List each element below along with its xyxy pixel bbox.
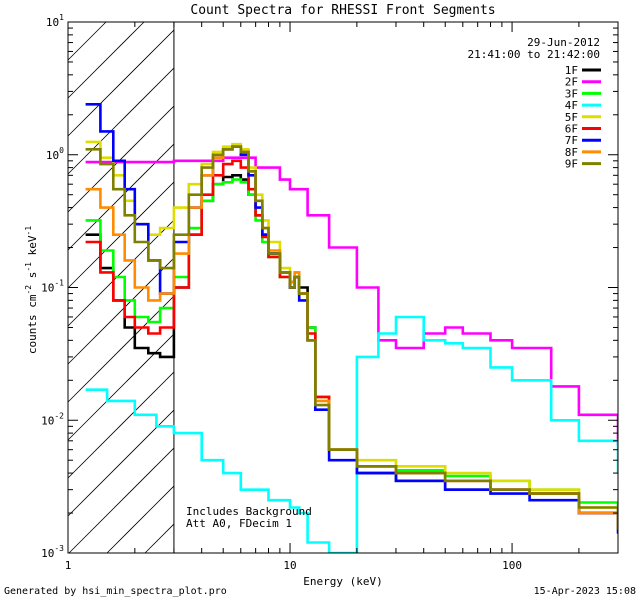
legend-label-9F: 9F bbox=[565, 158, 578, 171]
series-line-3F bbox=[85, 178, 618, 530]
hatch-line bbox=[67, 67, 175, 175]
legend-label-8F: 8F bbox=[565, 146, 578, 159]
series-layer bbox=[85, 103, 618, 553]
hatch-line bbox=[67, 409, 175, 517]
y-label-sup-s: -1 bbox=[24, 262, 33, 272]
y-tick-label: 10-2 bbox=[41, 411, 64, 427]
y-axis-label: counts cm-2 s-1 keV-1 bbox=[24, 226, 39, 354]
hatched-region bbox=[67, 21, 175, 554]
y-label-unit: keV bbox=[26, 235, 39, 262]
hatch-line bbox=[67, 219, 175, 327]
annotation-background: Includes Background bbox=[186, 505, 312, 518]
legend-label-7F: 7F bbox=[565, 134, 578, 147]
hatch-line bbox=[67, 295, 175, 403]
hatch-line bbox=[67, 21, 145, 99]
hatch-line bbox=[67, 371, 175, 479]
series-line-4F bbox=[85, 315, 618, 553]
hatch-line bbox=[67, 29, 175, 137]
hatch-line bbox=[67, 333, 175, 441]
legend-label-1F: 1F bbox=[565, 64, 578, 77]
x-tick-label: 1 bbox=[65, 559, 72, 572]
y-tick-label: 101 bbox=[46, 13, 64, 29]
plot-frame bbox=[67, 21, 619, 554]
date-label: 29-Jun-2012 bbox=[527, 36, 600, 49]
series-line-2F bbox=[85, 156, 618, 446]
hatch-line bbox=[67, 105, 175, 213]
chart-title: Count Spectra for RHESSI Front Segments bbox=[190, 3, 495, 18]
legend-label-4F: 4F bbox=[565, 99, 578, 112]
y-label-base: counts cm bbox=[26, 294, 39, 354]
series-line-9F bbox=[85, 145, 618, 530]
y-tick-label: 100 bbox=[46, 146, 64, 162]
x-tick-label: 10 bbox=[283, 559, 296, 572]
series-line-6F bbox=[85, 159, 618, 530]
legend-label-3F: 3F bbox=[565, 87, 578, 100]
y-label-sup-kev: -1 bbox=[24, 226, 33, 236]
y-label-sup-cm: -2 bbox=[24, 285, 33, 295]
x-tick-label: 100 bbox=[502, 559, 522, 572]
annotation-attenuator: Att A0, FDecim 1 bbox=[186, 517, 292, 530]
series-line-7F bbox=[85, 103, 618, 534]
legend-label-2F: 2F bbox=[565, 76, 578, 89]
legend-label-6F: 6F bbox=[565, 123, 578, 136]
time-range-label: 21:41:00 to 21:42:00 bbox=[468, 48, 600, 61]
x-axis-label: Energy (keV) bbox=[303, 575, 382, 588]
hatch-line bbox=[144, 523, 175, 554]
axes: 1 10 100 10-3 10-2 10-1 100 101 bbox=[41, 13, 619, 572]
legend-label-5F: 5F bbox=[565, 111, 578, 124]
series-line-5F bbox=[85, 140, 618, 530]
hatch-line bbox=[106, 485, 175, 554]
y-tick-label: 10-1 bbox=[41, 279, 64, 295]
y-label-mid: s bbox=[26, 272, 39, 285]
hatch-line bbox=[67, 21, 107, 61]
generated-by-label: Generated by hsi_min_spectra_plot.pro bbox=[4, 586, 227, 597]
series-line-8F bbox=[85, 145, 618, 530]
hatch-line bbox=[67, 257, 175, 365]
timestamp-label: 15-Apr-2023 15:08 bbox=[534, 586, 636, 597]
hatch-line bbox=[68, 447, 175, 554]
y-tick-label: 10-3 bbox=[41, 544, 64, 560]
